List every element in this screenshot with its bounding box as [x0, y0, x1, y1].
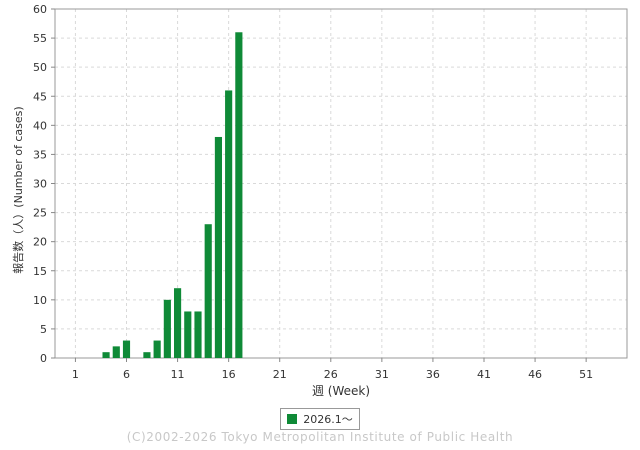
y-tick-label: 40: [33, 119, 47, 132]
x-tick-label: 41: [477, 368, 491, 381]
x-tick-label: 16: [222, 368, 236, 381]
y-tick-label: 15: [33, 265, 47, 278]
x-tick-label: 6: [123, 368, 130, 381]
y-tick-label: 35: [33, 148, 47, 161]
x-tick-label: 46: [528, 368, 542, 381]
y-tick-label: 50: [33, 61, 47, 74]
x-tick-label: 1: [72, 368, 79, 381]
bar: [112, 346, 120, 358]
x-tick-label: 51: [579, 368, 593, 381]
bar: [194, 311, 202, 358]
bar: [184, 311, 192, 358]
y-tick-label: 5: [40, 323, 47, 336]
y-axis-label: 報告数（人）(Number of cases): [12, 106, 25, 273]
bar: [214, 136, 223, 358]
x-tick-label: 36: [426, 368, 440, 381]
legend-swatch: [287, 414, 298, 424]
bar: [173, 288, 182, 358]
x-tick-label: 21: [273, 368, 287, 381]
bar: [143, 352, 151, 358]
bar: [153, 340, 161, 358]
bar: [225, 90, 233, 358]
y-tick-label: 60: [33, 3, 47, 16]
bar-layer: [102, 32, 243, 359]
bar: [102, 352, 110, 358]
x-axis-label: 週 (Week): [312, 384, 370, 398]
y-tick-label: 30: [33, 178, 47, 191]
grid-layer: [55, 9, 627, 358]
bar: [235, 32, 243, 359]
bar: [204, 224, 212, 358]
x-tick-label: 26: [324, 368, 338, 381]
y-tick-label: 55: [33, 32, 47, 45]
x-tick-label: 31: [375, 368, 389, 381]
x-tick-label: 11: [171, 368, 185, 381]
bar: [122, 340, 131, 358]
y-tick-label: 0: [40, 352, 47, 365]
legend-label: 2026.1～: [303, 413, 353, 426]
bar: [163, 299, 171, 358]
copyright-text: (C)2002-2026 Tokyo Metropolitan Institut…: [126, 430, 514, 444]
legend-item: 2026.1～: [280, 408, 360, 430]
y-tick-label: 20: [33, 236, 47, 249]
legend: 2026.1～: [0, 408, 640, 430]
y-tick-label: 45: [33, 90, 47, 103]
y-tick-label: 25: [33, 207, 47, 220]
y-tick-label: 10: [33, 294, 47, 307]
